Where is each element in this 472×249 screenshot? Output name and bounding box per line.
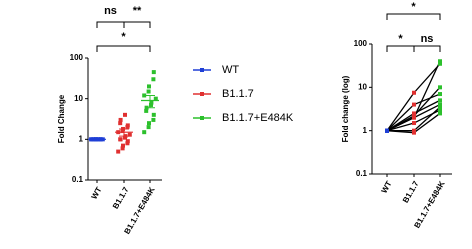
figure: 0.1 1 10 100 Fold Change WT B1.1.7 B1.1.7+E484K… [57, 1, 452, 236]
data-point [412, 111, 416, 116]
data-point [149, 100, 154, 105]
y-axis-label: Fold Change [57, 94, 66, 143]
data-point [438, 105, 442, 110]
significance-label: ns [421, 33, 434, 45]
data-point [144, 108, 149, 113]
significance-label: * [411, 1, 416, 13]
y-tick-label: 0.1 [72, 175, 84, 184]
y-tick-label: 100 [354, 39, 368, 48]
x-tick-label: WT [90, 185, 104, 200]
x-tick-label: B1.1.7 [401, 179, 421, 204]
data-point [412, 130, 416, 135]
x-tick-label: WT [380, 179, 394, 194]
data-point [146, 89, 151, 94]
data-point [125, 139, 130, 144]
y-tick-label: 0.1 [356, 169, 368, 178]
legend-marker [200, 68, 204, 72]
y-tick-label: 10 [358, 82, 367, 91]
data-point [412, 90, 416, 95]
data-point [438, 61, 442, 66]
data-point [151, 70, 156, 75]
data-point [120, 129, 125, 134]
y-tick-label: 1 [363, 126, 368, 135]
legend-marker [200, 116, 204, 120]
data-point [121, 143, 125, 148]
significance-bracket [386, 13, 441, 20]
data-point [385, 128, 389, 133]
significance-bracket [413, 45, 441, 52]
data-point [118, 117, 123, 122]
significance-bracket [386, 45, 415, 52]
data-point [118, 137, 123, 142]
error-bar [119, 128, 129, 137]
data-point [147, 84, 151, 89]
data-point [118, 121, 123, 126]
data-point [120, 146, 125, 151]
data-point [438, 85, 442, 90]
data-point [116, 149, 121, 154]
data-point [412, 121, 416, 126]
significance-bracket [123, 21, 151, 28]
data-point [149, 102, 153, 107]
data-point [438, 102, 442, 107]
data-point [438, 98, 442, 103]
y-tick-label: 100 [70, 53, 84, 62]
y-axis-label: Fold change (log) [341, 75, 350, 142]
legend-label: B1.1.7 [222, 88, 254, 100]
data-point [438, 59, 442, 64]
data-point [123, 112, 127, 117]
significance-label: * [121, 31, 126, 43]
data-point [153, 96, 158, 101]
data-point [151, 117, 156, 122]
data-point [146, 125, 151, 130]
data-point [142, 93, 147, 98]
data-point [412, 115, 416, 120]
legend-label: B1.1.7+E484K [222, 112, 294, 124]
y-tick-label: 10 [74, 94, 83, 103]
significance-label: ** [133, 5, 142, 17]
data-point [151, 77, 156, 82]
significance-label: * [398, 33, 403, 45]
data-point [412, 102, 416, 107]
data-point [127, 132, 132, 137]
legend-marker [200, 92, 204, 96]
data-point [151, 112, 156, 117]
data-point [125, 123, 130, 128]
data-point [142, 130, 147, 135]
significance-bracket [96, 21, 125, 28]
error-bar [145, 94, 155, 109]
data-point [147, 121, 151, 126]
data-point [438, 111, 442, 116]
y-tick-label: 1 [79, 134, 84, 143]
data-point [125, 141, 130, 146]
data-point [438, 107, 442, 112]
data-point [438, 92, 442, 97]
legend-label: WT [222, 64, 239, 76]
significance-label: ns [104, 5, 117, 17]
x-tick-label: B1.1.7 [111, 185, 131, 210]
significance-bracket [96, 45, 151, 52]
